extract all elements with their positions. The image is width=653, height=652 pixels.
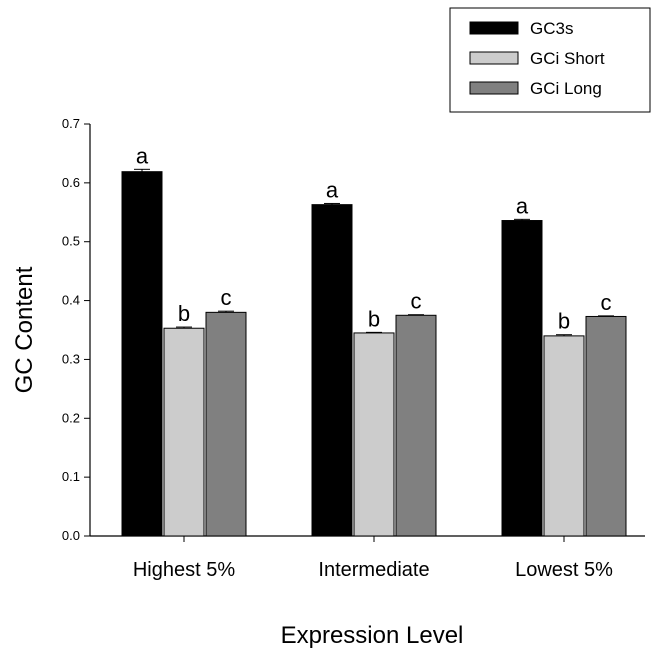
bar-gc3s [501, 220, 543, 537]
significance-label: b [368, 306, 380, 331]
y-tick-label: 0.5 [62, 234, 80, 249]
legend-label: GCi Short [530, 49, 605, 68]
legend-label: GCi Long [530, 79, 602, 98]
y-tick-label: 0.1 [62, 469, 80, 484]
y-tick-label: 0.0 [62, 528, 80, 543]
significance-label: c [411, 289, 422, 314]
significance-label: a [326, 177, 339, 202]
bar-gci-long [205, 311, 247, 537]
legend-swatch [469, 51, 519, 65]
significance-label: b [178, 301, 190, 326]
bar-gci-short [163, 327, 205, 537]
legend-swatch [469, 21, 519, 35]
legend: GC3s GCi Short GCi Long [449, 7, 651, 113]
y-tick-label: 0.6 [62, 175, 80, 190]
legend-label: GC3s [530, 19, 573, 38]
y-tick-label: 0.7 [62, 116, 80, 131]
bar-gci-long [585, 315, 627, 537]
y-tick-label: 0.2 [62, 410, 80, 425]
y-tick-label: 0.3 [62, 351, 80, 366]
legend-swatch [469, 81, 519, 95]
y-axis-title: GC Content [11, 266, 38, 393]
significance-label: a [516, 193, 529, 218]
y-tick-label: 0.4 [62, 293, 80, 308]
plot-area: 0.0 0.1 0.2 0.3 0.4 0.5 0.6 0.7 a b c Highest 5% a b c… [62, 116, 645, 581]
bar-gc3s [121, 171, 163, 537]
bar-gci-long [395, 314, 437, 537]
x-tick-label: Lowest 5% [515, 559, 613, 581]
bar-gci-short [543, 335, 585, 537]
x-axis-title: Expression Level [281, 622, 464, 649]
bar-gc3s [311, 204, 353, 537]
x-tick-label: Intermediate [318, 559, 429, 581]
x-tick-label: Highest 5% [133, 559, 235, 581]
significance-label: c [221, 285, 232, 310]
significance-label: b [558, 309, 570, 334]
significance-label: c [601, 290, 612, 315]
bar-gci-short [353, 332, 395, 537]
significance-label: a [136, 143, 149, 168]
